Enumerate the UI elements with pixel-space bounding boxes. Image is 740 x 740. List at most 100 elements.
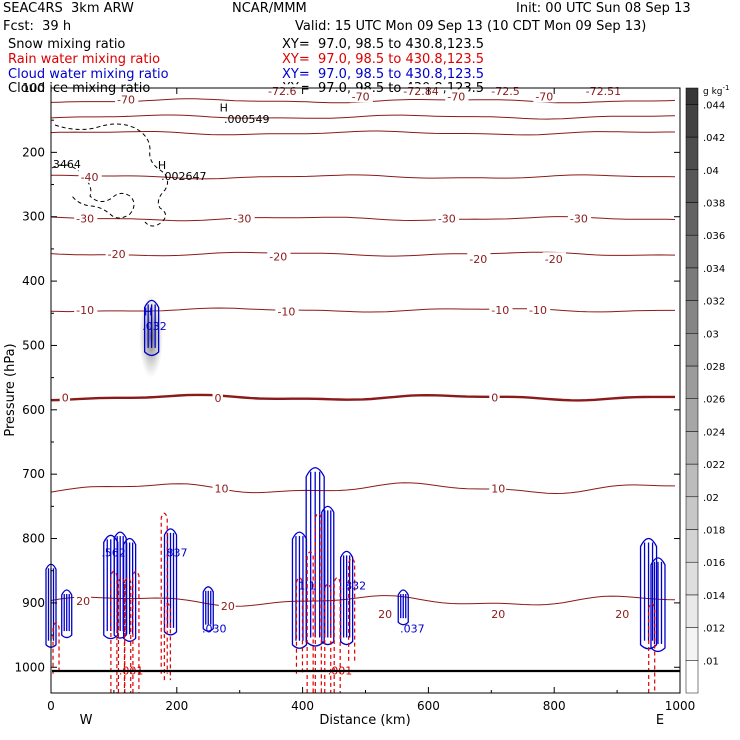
isotherm-label: 20 — [378, 608, 392, 621]
rain-water-contours — [52, 512, 656, 693]
isotherm-label: -72.5 — [491, 85, 519, 98]
y-tick-label: 1000 — [14, 660, 45, 674]
colorbar-tick-label: .026 — [703, 395, 725, 406]
maximum-label: .000549 — [224, 113, 270, 126]
isotherm-label-bg — [467, 252, 491, 266]
isotherm-label: -10 — [491, 304, 509, 317]
isotherm-label: -10 — [277, 305, 295, 318]
isotherm-label: -30 — [570, 213, 588, 226]
colorbar-swatch — [685, 398, 699, 432]
valid-time: Valid: 15 UTC Mon 09 Sep 13 (10 CDT Mon … — [295, 19, 647, 34]
isotherm-label-bg — [489, 303, 513, 317]
colorbar-swatch — [685, 169, 699, 203]
maximum-label: 3464 — [53, 158, 81, 171]
colorbar: .01 .012 .014 .016 .018 .02 .022 .024 .026 .028 .0… — [685, 84, 729, 694]
maximum-label: .562 — [101, 547, 126, 560]
isotherm-label-bg — [349, 89, 373, 103]
contour-labels: -72.6 -72.84 -72.5 -72.51 -70 -70 -70 -70 -40 -30… — [53, 84, 631, 677]
isotherm-label: -70 — [535, 90, 553, 103]
field-label-cloud-water: Cloud water mixing ratio — [8, 67, 169, 82]
field-xy-snow: XY= 97.0, 98.5 to 430.8,123.5 — [282, 37, 485, 52]
snow-contours — [51, 123, 169, 227]
isotherm-label-bg — [275, 304, 299, 318]
cloud-water-cell — [202, 586, 214, 632]
isotherm-label-bg — [567, 211, 592, 225]
y-tick-label: 700 — [22, 467, 45, 481]
isotherm--20 — [50, 251, 676, 257]
isotherm-label-bg — [613, 606, 631, 620]
rain-water-shaft — [295, 577, 304, 674]
cloud-water-cell — [113, 531, 127, 639]
colorbar-swatch — [685, 267, 699, 301]
isotherm-label: -72.51 — [586, 85, 621, 98]
x-axis-end-east: E — [656, 713, 664, 728]
isotherm-label-bg — [527, 303, 551, 317]
colorbar-swatch — [685, 529, 699, 563]
rain-water-shaft — [324, 583, 332, 693]
rain-water-shaft — [52, 622, 60, 674]
colorbar-tick-label: .044 — [703, 100, 725, 111]
maximum-label: .832 — [342, 580, 367, 593]
cloud-water-cell — [122, 537, 137, 642]
forecast-value: 39 h — [42, 19, 72, 34]
model-title: SEAC4RS 3km ARW — [3, 1, 134, 16]
x-tick-label: 1000 — [665, 699, 696, 713]
isotherm-label: -70 — [447, 90, 465, 103]
isotherm-label-bg — [533, 89, 557, 103]
rain-water-shaft — [117, 577, 126, 693]
colorbar-unit: g kg-1 — [703, 84, 729, 97]
maximum-label: .037 — [400, 623, 425, 636]
isotherm-label-bg — [78, 169, 102, 183]
x-axis-end-west: W — [80, 713, 93, 728]
y-tick-label: 900 — [22, 596, 45, 610]
colorbar-swatch — [685, 365, 699, 399]
y-tick-label-top: 100 — [22, 81, 45, 95]
isotherm-label-bg — [445, 89, 469, 103]
isotherm-label: 10 — [215, 482, 229, 495]
isotherm-label-bg — [212, 391, 223, 405]
isotherm-label-bg — [489, 481, 507, 495]
colorbar-swatch — [685, 136, 699, 171]
isotherm-label: -70 — [117, 94, 135, 107]
colorbar-tick-label: .018 — [703, 525, 725, 536]
y-tick-label: 500 — [22, 338, 45, 352]
isotherm-label: 10 — [491, 482, 505, 495]
init-time: Init: 00 UTC Sun 08 Sep 13 — [516, 1, 691, 16]
forecast-hour: Fcst: 39 h — [3, 19, 71, 34]
y-tick-label: 600 — [22, 403, 45, 417]
isotherm-label-bg — [489, 390, 500, 404]
isotherm-label: -20 — [108, 248, 126, 261]
isotherm-label: -70 — [352, 90, 370, 103]
isotherm-label-bg — [489, 84, 526, 98]
isotherm-label-bg — [435, 211, 460, 225]
colorbar-swatch — [685, 202, 699, 236]
colorbar-swatch — [685, 463, 699, 498]
maximum-label: .837 — [163, 547, 188, 560]
maximum-label: H — [144, 305, 152, 318]
x-tick-label: 0 — [47, 699, 55, 713]
isotherm-label: -20 — [269, 251, 287, 264]
colorbar-swatch — [685, 431, 699, 465]
isotherm-label-bg — [212, 481, 230, 495]
isotherm-0 — [50, 393, 675, 402]
cloud-water-cell — [143, 299, 160, 357]
maximum-label: .002647 — [161, 170, 207, 183]
isotherm-label: 20 — [491, 608, 505, 621]
colorbar-swatch — [685, 300, 699, 334]
isotherm--50 — [50, 130, 675, 136]
isotherm-label: -30 — [76, 213, 94, 226]
field-label-rain: Rain water mixing ratio — [8, 52, 161, 67]
isotherm-label-bg — [218, 599, 236, 613]
cloud-water-cell — [397, 589, 409, 626]
isotherm--60 — [50, 114, 676, 120]
cloud-water-cell — [305, 467, 325, 647]
x-tick-label: 600 — [417, 699, 440, 713]
isotherm-label: 0 — [215, 392, 222, 405]
colorbar-tick-label: .012 — [703, 624, 725, 635]
y-tick-label: 400 — [22, 274, 45, 288]
isotherm-label: -72.6 — [268, 85, 296, 98]
maximum-label: .030 — [202, 623, 227, 636]
colorbar-tick-label: .032 — [703, 297, 725, 308]
isotherm-label: 20 — [221, 600, 235, 613]
isotherm-label: -30 — [233, 213, 251, 226]
